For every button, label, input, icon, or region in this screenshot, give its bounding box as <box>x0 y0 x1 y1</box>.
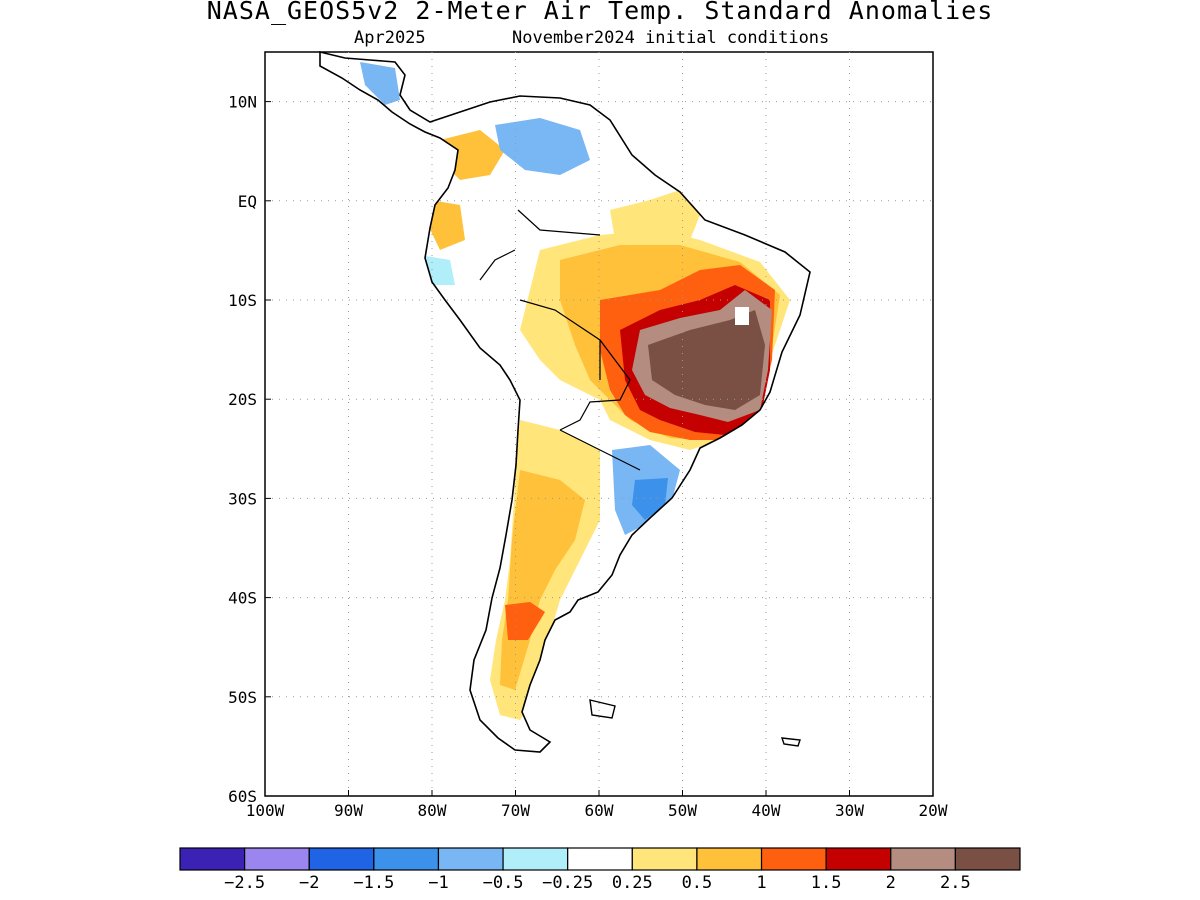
south-georgia-island <box>780 737 801 747</box>
lat-tick-label: 10S <box>228 291 257 310</box>
colorbar-label: 0.5 <box>682 873 713 893</box>
colorbar-swatch <box>373 847 440 871</box>
lon-tick-label: 30W <box>835 801 864 820</box>
colorbar-label: −0.25 <box>542 873 593 893</box>
longitude-ticks: 100W 90W 80W 70W 60W 50W 40W 30W 20W <box>246 790 948 820</box>
valid-month-label: Apr2025 <box>354 28 426 48</box>
lon-tick-label: 80W <box>418 801 447 820</box>
colorbar-swatch <box>825 847 892 871</box>
lat-tick-label: EQ <box>238 192 257 211</box>
colorbar-label: 1.5 <box>811 873 842 893</box>
map-title: NASA_GEOS5v2 2-Meter Air Temp. Standard … <box>206 0 994 25</box>
colorbar-label: −1.5 <box>353 873 394 893</box>
lon-tick-label: 60W <box>585 801 614 820</box>
colorbar-swatch <box>437 847 504 871</box>
lat-tick-label: 50S <box>228 688 257 707</box>
continent-outline <box>319 50 811 753</box>
colorbar-swatch <box>760 847 827 871</box>
colorbar-swatch <box>631 847 698 871</box>
colorbar-swatch <box>890 847 956 871</box>
graticule <box>265 52 933 796</box>
lon-tick-label: 20W <box>919 801 948 820</box>
falkland-islands <box>589 699 616 719</box>
colorbar-labels: −2.5 −2 −1.5 −1 −0.5 −0.25 0.25 0.5 1 1.5 2 2.5 <box>224 873 971 893</box>
colorbar-swatch <box>696 847 763 871</box>
colorbar-swatch <box>954 847 1021 871</box>
lon-tick-label: 50W <box>668 801 697 820</box>
lon-tick-label: 100W <box>246 801 285 820</box>
colorbar-label: 1 <box>756 873 766 893</box>
init-conditions-label: November2024 initial conditions <box>512 28 830 48</box>
colorbar-label: −2 <box>299 873 319 893</box>
country-borders <box>479 209 641 471</box>
colorbar-label: −2.5 <box>224 873 265 893</box>
colorbar-label: 0.25 <box>612 873 653 893</box>
lat-tick-label: 40S <box>228 589 257 608</box>
colorbar-label: 2.5 <box>940 873 971 893</box>
colorbar-swatch <box>502 847 569 871</box>
colorbar-label: 2 <box>886 873 896 893</box>
anomaly-shading <box>360 62 790 720</box>
lat-tick-label: 60S <box>228 787 257 806</box>
colorbar-label: −0.5 <box>483 873 524 893</box>
lat-tick-label: 20S <box>228 390 257 409</box>
lon-tick-label: 40W <box>752 801 781 820</box>
lat-tick-label: 30S <box>228 489 257 508</box>
colorbar-swatch <box>244 847 310 871</box>
latitude-ticks: 10N EQ 10S 20S 30S 40S 50S 60S <box>228 93 271 806</box>
colorbar-swatch <box>308 847 375 871</box>
lat-tick-label: 10N <box>228 93 257 112</box>
colorbar-swatch <box>567 847 633 871</box>
colorbar-swatch <box>179 847 246 871</box>
lon-tick-label: 90W <box>334 801 363 820</box>
colorbar-label: −1 <box>428 873 448 893</box>
lon-tick-label: 70W <box>501 801 530 820</box>
colorbar <box>179 847 1021 871</box>
